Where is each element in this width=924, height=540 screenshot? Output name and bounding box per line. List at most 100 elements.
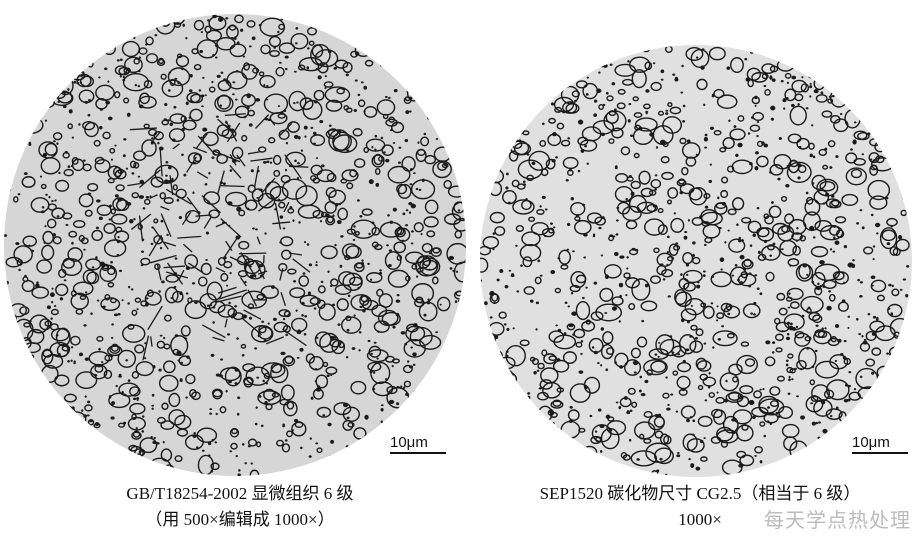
carbide-particle	[429, 100, 447, 113]
carbide-particle	[37, 44, 41, 48]
carbide-particle	[113, 91, 121, 99]
carbide-particle	[202, 76, 205, 79]
carbide-particle	[19, 306, 30, 316]
carbide-particle	[302, 99, 323, 120]
carbide-particle	[409, 183, 413, 186]
carbide-particle	[8, 188, 12, 192]
carbide-particle	[606, 95, 614, 102]
carbide-particle	[859, 375, 863, 379]
carbide-particle	[373, 341, 377, 344]
carbide-particle	[160, 73, 167, 80]
carbide-particle	[308, 263, 313, 267]
carbide-particle	[303, 332, 307, 336]
carbide-particle	[392, 207, 397, 212]
carbide-particle	[132, 430, 141, 438]
carbide-particle	[677, 178, 686, 185]
carbide-particle	[819, 284, 823, 288]
carbide-particle	[413, 298, 425, 308]
carbide-particle	[493, 97, 498, 102]
carbide-particle	[244, 280, 247, 284]
carbide-particle	[56, 15, 67, 27]
carbide-particle	[863, 338, 867, 342]
carbide-particle	[420, 15, 425, 19]
carbide-particle	[75, 54, 83, 62]
carbide-particle	[115, 184, 125, 192]
carbide-particle	[592, 234, 596, 238]
carbide-particle	[267, 322, 270, 325]
carbide-particle	[659, 457, 663, 461]
carbide-particle	[853, 130, 868, 141]
carbide-particle	[723, 398, 729, 403]
carbide-particle	[671, 345, 687, 358]
carbide-particle	[700, 208, 718, 224]
carbide-particle	[8, 357, 13, 362]
carbide-particle	[388, 249, 393, 253]
carbide-particle	[163, 336, 166, 340]
carbide-particle	[654, 188, 658, 191]
carbide-particle	[347, 294, 351, 298]
carbide-particle	[30, 249, 35, 253]
carbide-particle	[657, 208, 664, 214]
carbide-particle	[778, 307, 788, 316]
carbide-particle	[819, 260, 825, 265]
carbide-particle	[53, 305, 57, 308]
carbide-particle	[410, 179, 436, 200]
carbide-particle	[847, 315, 851, 318]
carbide-particle	[373, 244, 383, 251]
carbide-particle	[795, 49, 800, 54]
carbide-particle	[859, 209, 863, 212]
carbide-particle	[763, 466, 775, 477]
carbide-particle	[185, 373, 196, 385]
carbide-particle	[361, 259, 364, 262]
carbide-particle	[845, 167, 867, 186]
carbide-particle	[756, 206, 760, 210]
carbide-particle	[411, 263, 418, 270]
carbide-particle	[240, 28, 244, 32]
carbide-particle	[112, 197, 128, 212]
carbide-particle	[193, 153, 203, 163]
carbide-particle	[255, 228, 258, 231]
carbide-particle	[520, 62, 541, 80]
carbide-particle	[420, 233, 423, 236]
carbide-needle	[160, 205, 170, 211]
carbide-particle	[329, 19, 332, 22]
carbide-particle	[843, 281, 846, 285]
carbide-particle	[309, 437, 312, 440]
carbide-particle	[362, 448, 381, 465]
carbide-particle	[305, 16, 308, 19]
carbide-particle	[515, 244, 518, 247]
carbide-particle	[423, 216, 439, 228]
carbide-needle	[197, 135, 217, 156]
carbide-particle	[585, 286, 588, 289]
carbide-particle	[30, 432, 41, 440]
carbide-particle	[894, 438, 898, 441]
carbide-particle	[75, 308, 84, 315]
carbide-particle	[385, 377, 388, 381]
carbide-particle	[847, 326, 850, 329]
carbide-particle	[819, 452, 823, 456]
carbide-particle	[615, 173, 629, 183]
carbide-particle	[536, 452, 540, 456]
carbide-particle	[103, 470, 107, 473]
carbide-particle	[592, 120, 615, 135]
carbide-particle	[857, 278, 861, 282]
carbide-particle	[488, 321, 505, 336]
carbide-particle	[294, 421, 304, 429]
carbide-particle	[342, 272, 363, 292]
carbide-particle	[86, 400, 91, 404]
carbide-particle	[83, 425, 87, 428]
carbide-particle	[73, 361, 76, 365]
carbide-particle	[23, 322, 31, 328]
carbide-particle	[700, 456, 708, 462]
carbide-particle	[507, 115, 511, 118]
carbide-particle	[618, 466, 629, 476]
carbide-particle	[708, 392, 716, 398]
carbide-particle	[312, 209, 324, 219]
carbide-particle	[564, 301, 568, 305]
carbide-particle	[813, 189, 830, 205]
carbide-particle	[541, 195, 546, 200]
caption-line1: GB/T18254-2002 显微组织 6 级	[126, 484, 354, 503]
carbide-particle	[525, 88, 530, 93]
carbide-particle	[408, 211, 412, 214]
carbide-particle	[254, 347, 258, 350]
